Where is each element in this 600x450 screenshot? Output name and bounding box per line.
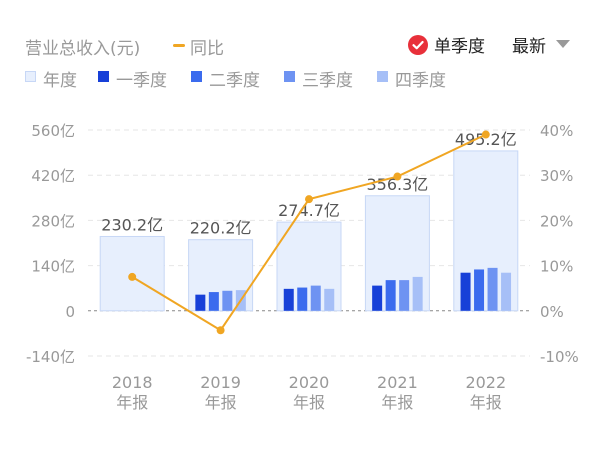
- x-tick-label-line: 年报: [205, 393, 237, 412]
- y-right-tick-label: 20%: [540, 212, 573, 230]
- yoy-point: [128, 272, 137, 281]
- quarter-bar: [208, 292, 219, 311]
- annual-value-label: 230.2亿: [101, 215, 163, 234]
- yoy-point: [216, 326, 225, 335]
- quarter-bar: [372, 285, 383, 311]
- quarter-bar: [297, 287, 308, 311]
- legend-label-q3: 三季度: [302, 71, 353, 91]
- checkmark-icon: [408, 35, 428, 55]
- y-left-tick-label: -140亿: [26, 348, 75, 366]
- yoy-point: [481, 130, 490, 139]
- yoy-point: [305, 195, 313, 204]
- chart-header: 营业总收入(元) 同比 单季度 最新: [0, 0, 600, 60]
- legend-swatch-q1: [98, 71, 109, 82]
- annual-value-label: 220.2亿: [190, 219, 252, 238]
- x-tick-label-line: 2019: [200, 373, 241, 392]
- legend-label-q1: 一季度: [116, 71, 167, 91]
- legend-label-annual: 年度: [43, 71, 77, 91]
- quarter-bar: [385, 280, 396, 311]
- legend-label-q4: 四季度: [395, 71, 446, 91]
- y-left-tick-label: 280亿: [31, 212, 75, 230]
- x-tick-label-line: 年报: [293, 393, 325, 412]
- quarter-bar: [399, 280, 410, 311]
- x-tick-label-line: 年报: [116, 393, 148, 412]
- y-left-tick-label: 140亿: [31, 258, 75, 276]
- y-right-tick-label: 10%: [540, 258, 573, 276]
- annual-value-label: 274.7亿: [278, 201, 340, 220]
- x-tick-label: 2020 年报: [289, 373, 330, 412]
- chart-title: 营业总收入(元): [25, 39, 141, 59]
- x-tick-label: 2018 年报: [112, 373, 153, 412]
- x-tick-label-line: 2021: [377, 373, 418, 392]
- quarter-bar: [460, 272, 471, 311]
- x-tick-label: 2021 年报: [377, 373, 418, 412]
- x-tick-label: 2022 年报: [465, 373, 506, 412]
- quarter-bar: [412, 276, 423, 311]
- x-tick-label: 2019 年报: [200, 373, 241, 412]
- y-right-tick-label: -10%: [540, 348, 579, 366]
- y-left-tick-label: 0: [65, 303, 75, 321]
- yoy-legend-swatch: [173, 44, 185, 47]
- x-tick-label-line: 2018: [112, 373, 153, 392]
- series-legend: 年度 一季度 二季度 三季度 四季度: [0, 60, 600, 91]
- annual-value-label: 495.2亿: [455, 130, 517, 149]
- quarter-bar: [283, 288, 294, 311]
- caret-down-icon: [556, 40, 570, 48]
- x-tick-label-line: 年报: [381, 393, 413, 412]
- y-right-tick-label: 0%: [540, 303, 564, 321]
- yoy-point: [393, 172, 402, 181]
- yoy-legend-label: 同比: [190, 39, 224, 59]
- single-quarter-label: 单季度: [434, 37, 485, 57]
- latest-dropdown-label: 最新: [512, 37, 546, 57]
- legend-swatch-annual: [25, 71, 36, 82]
- quarter-bar: [474, 269, 485, 311]
- quarter-bar: [324, 288, 335, 311]
- y-right-tick-label: 30%: [540, 167, 573, 185]
- quarter-bar: [195, 294, 206, 311]
- quarter-bar: [310, 285, 321, 311]
- x-tick-label-line: 年报: [470, 393, 502, 412]
- y-left-tick-label: 420亿: [31, 167, 75, 185]
- y-left-tick-label: 560亿: [31, 122, 75, 140]
- y-right-tick-label: 40%: [540, 122, 573, 140]
- legend-swatch-q2: [191, 71, 202, 82]
- quarter-bar: [487, 267, 498, 311]
- legend-swatch-q3: [284, 71, 295, 82]
- x-tick-label-line: 2022: [465, 373, 506, 392]
- x-tick-label-line: 2020: [289, 373, 330, 392]
- quarter-bar: [501, 272, 512, 311]
- legend-swatch-q4: [377, 71, 388, 82]
- quarter-bar: [222, 290, 233, 311]
- legend-label-q2: 二季度: [209, 71, 260, 91]
